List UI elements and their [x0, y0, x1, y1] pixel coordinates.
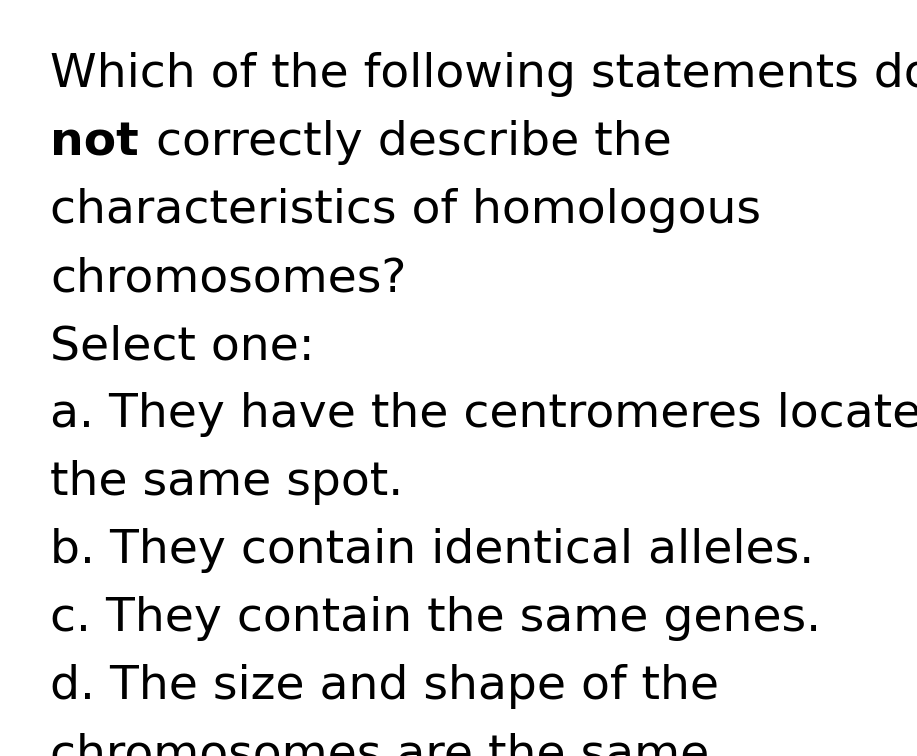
- Text: chromosomes?: chromosomes?: [50, 256, 406, 301]
- Text: the same spot.: the same spot.: [50, 460, 403, 505]
- Text: correctly describe the: correctly describe the: [140, 120, 671, 165]
- Text: b. They contain identical alleles.: b. They contain identical alleles.: [50, 528, 814, 573]
- Text: c. They contain the same genes.: c. They contain the same genes.: [50, 596, 821, 641]
- Text: a. They have the centromeres located at: a. They have the centromeres located at: [50, 392, 917, 437]
- Text: Select one:: Select one:: [50, 324, 315, 369]
- Text: not: not: [50, 120, 138, 165]
- Text: Which of the following statements does: Which of the following statements does: [50, 52, 917, 97]
- Text: d. The size and shape of the: d. The size and shape of the: [50, 664, 719, 709]
- Text: characteristics of homologous: characteristics of homologous: [50, 188, 761, 233]
- Text: chromosomes are the same.: chromosomes are the same.: [50, 732, 724, 756]
